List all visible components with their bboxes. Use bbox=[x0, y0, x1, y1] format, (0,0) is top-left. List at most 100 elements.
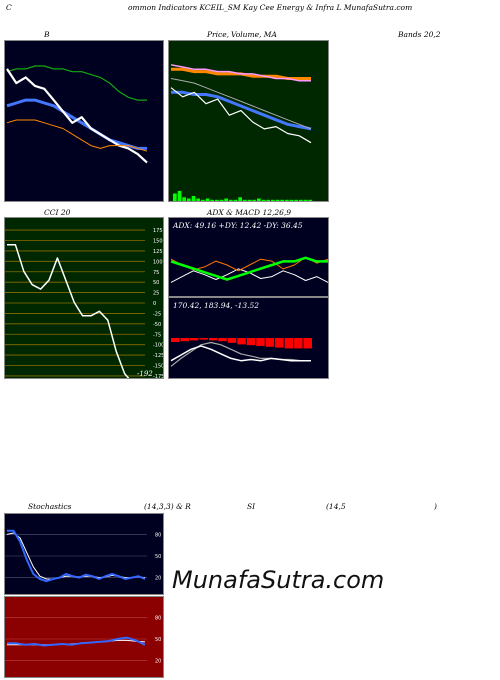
cci-tick-label: -50 bbox=[153, 322, 161, 328]
cci-tick-label: -150 bbox=[153, 364, 164, 370]
header-left: C bbox=[6, 3, 12, 12]
macd-panel: 170.42, 183.94, -13.52 bbox=[168, 297, 329, 379]
volume-bar bbox=[177, 191, 182, 201]
volume-bar bbox=[294, 199, 298, 201]
watermark: MunafaSutra.com bbox=[172, 566, 385, 594]
stoch-k-line bbox=[7, 529, 146, 583]
bb-series-line-2 bbox=[6, 68, 148, 164]
cci-tick-label: -25 bbox=[153, 311, 161, 317]
volume-bar bbox=[252, 199, 256, 201]
volume-bar bbox=[238, 197, 242, 201]
volume-bar bbox=[261, 199, 266, 201]
bands-label: Bands 20,2 bbox=[398, 30, 441, 39]
volume-bar bbox=[289, 199, 294, 201]
header-title: ommon Indicators KCEIL_SM Kay Cee Energy… bbox=[128, 3, 413, 12]
macd-histogram-bar bbox=[199, 338, 208, 340]
cci-tick-label: -175 bbox=[153, 374, 164, 379]
volume-bar bbox=[303, 199, 308, 201]
bollinger-chart bbox=[6, 65, 148, 164]
macd-histogram-bar bbox=[284, 338, 294, 349]
volume-bar bbox=[173, 193, 177, 201]
volume-bar bbox=[271, 199, 275, 201]
stoch-tick-label: 80 bbox=[155, 532, 161, 538]
cci-tick-label: -100 bbox=[153, 343, 164, 349]
volume-bar bbox=[210, 199, 214, 201]
volume-bar bbox=[308, 199, 312, 201]
cci-tick-label: -75 bbox=[153, 332, 161, 338]
volume-bar bbox=[280, 199, 284, 201]
volume-bar bbox=[233, 199, 238, 201]
price-chart bbox=[170, 64, 312, 201]
macd-histogram-bar bbox=[275, 338, 284, 348]
cci-tick-label: 175 bbox=[153, 228, 163, 234]
adx-chart bbox=[170, 256, 328, 283]
cci-line bbox=[7, 243, 130, 378]
price-panel bbox=[168, 40, 329, 202]
macd-histogram-bar bbox=[227, 338, 237, 343]
price-series-line-2 bbox=[171, 90, 312, 131]
volume-bar bbox=[205, 198, 210, 201]
volume-bar bbox=[187, 198, 191, 201]
volume-bar bbox=[247, 199, 252, 201]
volume-bar bbox=[266, 199, 270, 201]
macd-histogram-bar bbox=[256, 338, 265, 346]
rsi-label: SI bbox=[247, 502, 256, 511]
volume-bar bbox=[243, 199, 247, 201]
rsi-tick-label: 20 bbox=[155, 659, 161, 665]
rsi-params: (14,5 bbox=[326, 502, 346, 511]
volume-bar bbox=[224, 198, 228, 201]
bb-label: B bbox=[44, 30, 50, 39]
macd-histogram-bar bbox=[265, 338, 275, 347]
cci-label: CCI 20 bbox=[44, 208, 71, 217]
cci-tick-label: 75 bbox=[153, 270, 159, 276]
rsi-close: ) bbox=[434, 502, 437, 511]
macd-histogram-bar bbox=[303, 338, 312, 349]
cci-panel: 175 150 125 100 75 50 25 0 -25 -50 -75 -100 -125 -150… bbox=[4, 217, 164, 379]
macd-values: 170.42, 183.94, -13.52 bbox=[173, 301, 260, 310]
macd-histogram-bar bbox=[218, 338, 227, 342]
volume-label: Volume, MA bbox=[231, 30, 277, 39]
rsi-tick-label: 50 bbox=[155, 637, 161, 643]
cci-value-label: -192 bbox=[137, 370, 153, 378]
volume-bar bbox=[229, 199, 233, 201]
cci-tick-label: -125 bbox=[153, 353, 164, 359]
macd-histogram-bar bbox=[294, 338, 303, 349]
rsi-chart: 80 50 20 bbox=[5, 615, 161, 665]
bb-series-line-0 bbox=[6, 65, 147, 101]
adx-label: ADX & MACD 12,26,9 bbox=[207, 208, 292, 217]
bollinger-panel bbox=[4, 40, 164, 202]
price-series-line-4 bbox=[170, 87, 312, 144]
macd-histogram-bar bbox=[171, 338, 180, 342]
cci-tick-label: 25 bbox=[153, 291, 159, 297]
price-label: Price, bbox=[207, 30, 230, 39]
stoch-params: (14,3,3) & R bbox=[144, 502, 191, 511]
volume-bar bbox=[219, 199, 224, 201]
adx-panel: ADX: 49.16 +DY: 12.42 -DY: 36.45 bbox=[168, 217, 329, 297]
volume-bar bbox=[201, 199, 205, 201]
volume-bar bbox=[191, 196, 196, 201]
macd-histogram-bar bbox=[237, 338, 246, 345]
volume-bar bbox=[299, 199, 303, 201]
stoch-panel: 80 50 20 bbox=[4, 513, 164, 595]
volume-bar bbox=[257, 198, 261, 201]
bb-series-line-1 bbox=[6, 98, 147, 150]
volume-bar bbox=[215, 199, 219, 201]
stoch-label: Stochastics bbox=[28, 502, 72, 511]
macd-signal-line bbox=[170, 341, 311, 367]
cci-tick-label: 50 bbox=[153, 280, 159, 286]
volume-bar bbox=[182, 197, 186, 201]
volume-bar bbox=[285, 199, 289, 201]
rsi-line bbox=[7, 636, 146, 647]
rsi-tick-label: 80 bbox=[155, 615, 161, 621]
cci-tick-label: 100 bbox=[153, 259, 163, 265]
price-series-line-3 bbox=[170, 78, 312, 130]
adx-values: ADX: 49.16 +DY: 12.42 -DY: 36.45 bbox=[173, 221, 303, 230]
cci-chart: 175 150 125 100 75 50 25 0 -25 -50 -75 -100 -125 -150… bbox=[5, 228, 164, 379]
cci-tick-label: 150 bbox=[153, 239, 163, 245]
macd-histogram-bar bbox=[189, 338, 199, 341]
rsi-panel: 80 50 20 bbox=[4, 596, 164, 678]
stoch-tick-label: 50 bbox=[155, 554, 161, 560]
macd-histogram-bar bbox=[246, 338, 256, 346]
macd-histogram-bar bbox=[208, 338, 218, 341]
price-series-line-1 bbox=[170, 64, 311, 82]
